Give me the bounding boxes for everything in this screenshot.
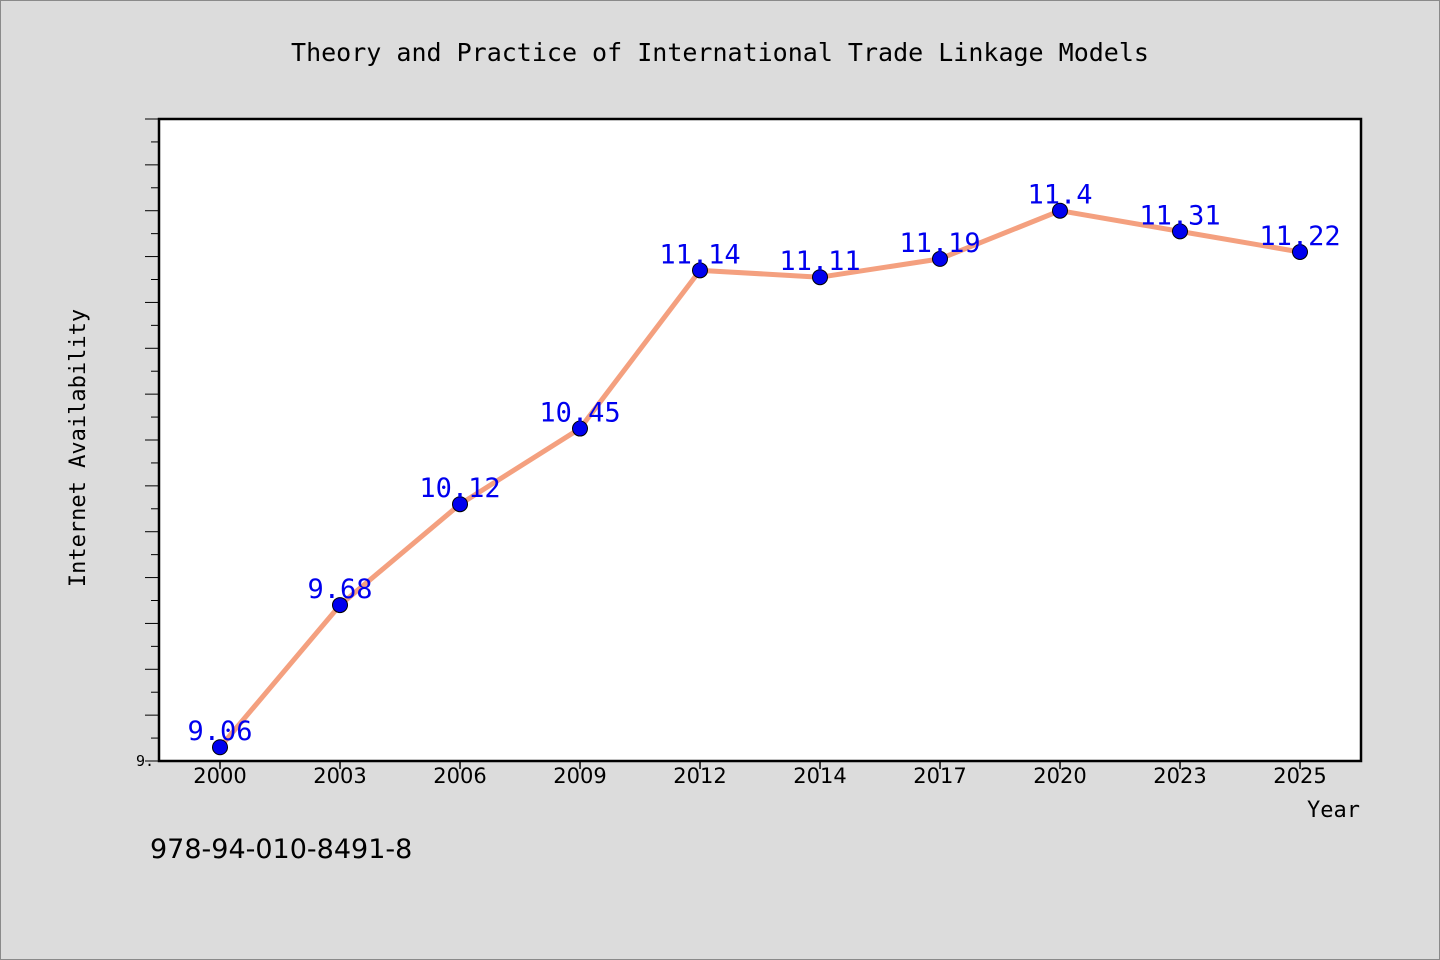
data-label: 11.19 [899,228,980,259]
x-tick-label: 2025 [1273,764,1326,788]
data-point [932,250,948,267]
x-tick-label: 2000 [193,764,246,788]
data-point [812,269,828,286]
x-tick-label: 2023 [1153,764,1206,788]
y-axis-label: Internet Availability [66,309,91,587]
x-tick-label: 2009 [553,764,606,788]
x-axis-ticks: 2000 2003 2006 2009 2012 2014 2017 2020 2023 2025 [193,761,1327,788]
data-label: 10.45 [539,398,620,429]
isbn-text: 978-94-010-8491-8 [150,834,413,865]
series-line [217,208,1303,750]
x-tick-label: 2012 [673,764,726,788]
data-point [452,496,468,513]
y-tick-label: 9. [136,752,154,770]
data-point [212,739,228,756]
data-point [572,420,588,437]
data-point [692,262,708,279]
data-label: 10.12 [419,473,500,504]
data-label: 11.31 [1139,200,1220,231]
y-axis-ticks [145,118,159,762]
x-tick-label: 2006 [433,764,486,788]
data-label: 9.06 [187,716,252,747]
data-point [332,597,348,614]
data-point [1292,243,1308,260]
chart-title: Theory and Practice of International Tra… [291,38,1149,67]
x-axis-label: Year [1307,798,1360,823]
data-markers [212,202,1308,756]
data-label: 11.11 [779,246,860,277]
x-tick-label: 2020 [1033,764,1086,788]
data-label: 11.14 [659,239,740,270]
x-tick-label: 2014 [793,764,846,788]
x-tick-label: 2017 [913,764,966,788]
data-point [1052,202,1068,219]
x-tick-label: 2003 [313,764,366,788]
data-point [1172,223,1188,240]
data-labels: 9.06 9.68 10.12 10.45 11.14 11.11 11.19 11.4 11.… [187,180,1340,748]
data-label: 11.4 [1027,180,1092,211]
data-label: 9.68 [307,574,372,605]
data-label: 11.22 [1259,221,1340,252]
